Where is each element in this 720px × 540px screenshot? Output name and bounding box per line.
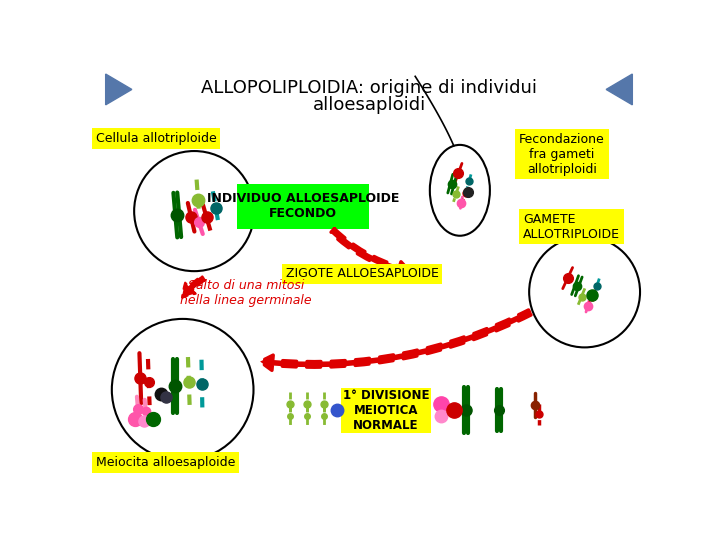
Polygon shape bbox=[106, 74, 132, 105]
Text: Fecondazione
fra gameti
allotriploidi: Fecondazione fra gameti allotriploidi bbox=[519, 132, 605, 176]
FancyBboxPatch shape bbox=[341, 388, 431, 433]
Text: Meiocita alloesaploide: Meiocita alloesaploide bbox=[96, 456, 235, 469]
Text: GAMETE
ALLOTRIPLOIDE: GAMETE ALLOTRIPLOIDE bbox=[523, 213, 620, 241]
Text: Cellula allotriploide: Cellula allotriploide bbox=[96, 132, 217, 145]
Text: 1° DIVISIONE
MEIOTICA
NORMALE: 1° DIVISIONE MEIOTICA NORMALE bbox=[343, 389, 429, 432]
Text: alloesaploidi: alloesaploidi bbox=[312, 96, 426, 113]
FancyBboxPatch shape bbox=[237, 184, 369, 229]
FancyArrowPatch shape bbox=[330, 229, 411, 276]
Polygon shape bbox=[606, 74, 632, 105]
Text: ALLOPOLIPLOIDIA: origine di individui: ALLOPOLIPLOIDIA: origine di individui bbox=[201, 79, 537, 97]
Text: INDIVIDUO ALLOESAPLOIDE
FECONDO: INDIVIDUO ALLOESAPLOIDE FECONDO bbox=[207, 192, 399, 220]
FancyArrowPatch shape bbox=[260, 310, 531, 370]
Text: ZIGOTE ALLOESAPLOIDE: ZIGOTE ALLOESAPLOIDE bbox=[286, 267, 438, 280]
Text: Salto di una mitosi
nella linea germinale: Salto di una mitosi nella linea germinal… bbox=[180, 279, 312, 307]
FancyArrowPatch shape bbox=[182, 276, 205, 298]
